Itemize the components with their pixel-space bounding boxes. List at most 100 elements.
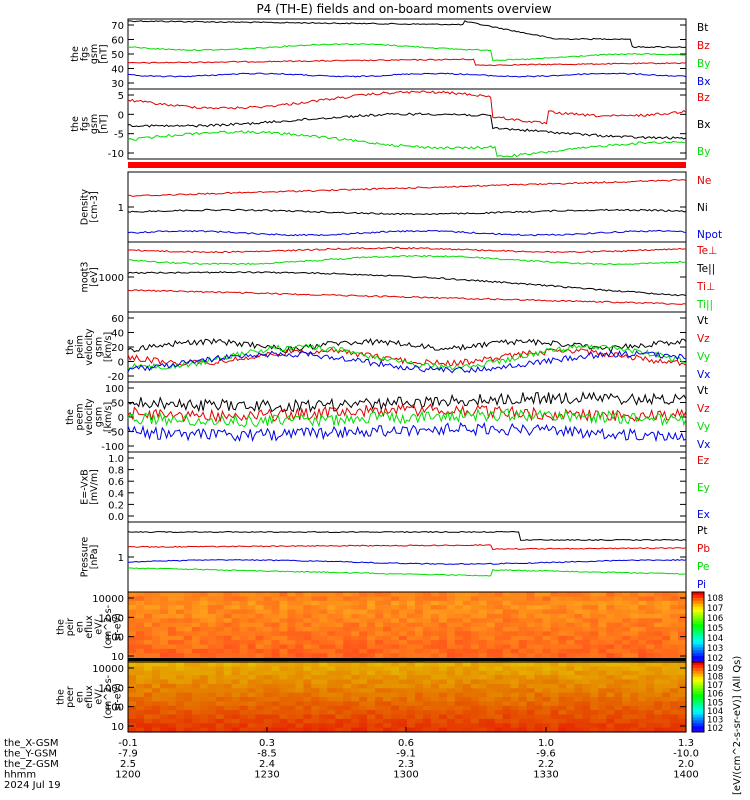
spectrogram-cell bbox=[598, 666, 607, 672]
spectrogram-cell bbox=[287, 592, 296, 597]
colorbar-cell bbox=[692, 699, 704, 704]
spectrogram-cell bbox=[399, 600, 408, 606]
spectrogram-cell bbox=[183, 670, 193, 676]
spectrogram-cell bbox=[662, 592, 671, 597]
spectrogram-cell bbox=[534, 648, 544, 654]
spectrogram-cell bbox=[622, 714, 631, 720]
spectrogram-cell bbox=[151, 666, 161, 672]
spectrogram-cell bbox=[295, 596, 304, 602]
legend-label: Vz bbox=[697, 403, 710, 415]
colorbar-cell bbox=[692, 667, 704, 672]
spectrogram-cell bbox=[550, 618, 560, 624]
spectrogram-cell bbox=[247, 727, 257, 733]
series-line-ti⊥ bbox=[127, 289, 687, 305]
spectrogram-cell bbox=[263, 648, 273, 654]
spectrogram-cell bbox=[191, 609, 201, 615]
spectrogram-cell bbox=[143, 653, 153, 659]
spectrogram-cell bbox=[128, 692, 137, 698]
spectrogram-cell bbox=[223, 627, 233, 632]
y-tick-label: 60 bbox=[111, 314, 124, 325]
spectrogram-cell bbox=[534, 718, 544, 724]
spectrogram-cell bbox=[462, 631, 472, 637]
spectrogram-cell bbox=[159, 679, 169, 685]
spectrogram-cell bbox=[223, 613, 233, 619]
spectrogram-cell bbox=[159, 710, 169, 716]
spectrogram-cell bbox=[143, 662, 153, 667]
spectrogram-cell bbox=[646, 679, 655, 685]
spectrogram-cell bbox=[183, 701, 193, 707]
spectrogram-cell bbox=[470, 605, 480, 611]
spectrogram-cell bbox=[494, 622, 504, 628]
spectrogram-cell bbox=[502, 653, 512, 659]
spectrogram-cell bbox=[199, 618, 209, 624]
spectrogram-cell bbox=[215, 710, 225, 716]
spectrogram-cell bbox=[622, 622, 631, 628]
spectrogram-cell bbox=[606, 600, 615, 606]
spectrogram-cell bbox=[454, 662, 464, 667]
spectrogram-cell bbox=[494, 635, 504, 641]
spectrogram-cell bbox=[151, 727, 161, 733]
spectrogram-cell bbox=[287, 727, 296, 733]
spectrogram-cell bbox=[343, 692, 352, 698]
spectrogram-cell bbox=[462, 670, 472, 676]
spectrogram-cell bbox=[598, 596, 607, 602]
spectrogram-cell bbox=[614, 675, 623, 681]
spectrogram-cell bbox=[630, 679, 639, 685]
spectrogram-cell bbox=[518, 710, 528, 716]
spectrogram-cell bbox=[231, 727, 241, 733]
spectrogram-cell bbox=[263, 727, 273, 733]
spectrogram-cell bbox=[606, 714, 615, 720]
spectrogram-cell bbox=[167, 618, 177, 624]
spectrogram-cell bbox=[311, 627, 320, 632]
spectrogram-cell bbox=[407, 710, 416, 716]
spectrogram-cell bbox=[582, 666, 591, 672]
spectrogram-cell bbox=[175, 592, 185, 597]
colorbar-tick-label: 102 bbox=[707, 724, 723, 734]
spectrogram-cell bbox=[383, 692, 392, 698]
spectrogram-cell bbox=[638, 618, 647, 624]
spectrogram-cell bbox=[375, 635, 384, 641]
spectrogram-cell bbox=[391, 653, 400, 659]
spectrogram-cell bbox=[183, 692, 193, 698]
colorbar-tick-label: 102 bbox=[707, 654, 723, 664]
spectrogram-cell bbox=[654, 635, 663, 641]
y-tick-label: 0.8 bbox=[108, 466, 124, 477]
spectrogram-cell bbox=[383, 723, 392, 729]
spectrogram-cell bbox=[319, 688, 328, 694]
colorbar-label: [eV/(cm^2-s-sr-eV)] (All Qs) bbox=[732, 656, 743, 795]
spectrogram-cell bbox=[335, 662, 344, 667]
spectrogram-cell bbox=[654, 670, 663, 676]
colorbar-cell bbox=[692, 624, 704, 628]
spectrogram-cell bbox=[654, 592, 663, 597]
spectrogram-cell bbox=[654, 679, 663, 685]
spectrogram-cell bbox=[159, 688, 169, 694]
spectrogram-cell bbox=[191, 596, 201, 602]
colorbar-cell bbox=[692, 720, 704, 724]
spectrogram-cell bbox=[151, 635, 161, 641]
spectrogram-cell bbox=[303, 662, 312, 667]
spectrogram-cell bbox=[375, 675, 384, 681]
spectrogram-cell bbox=[295, 723, 304, 729]
spectrogram-cell bbox=[574, 600, 583, 606]
spectrogram-cell bbox=[526, 609, 536, 615]
spectrogram-cell bbox=[590, 596, 599, 602]
spectrogram-cell bbox=[255, 640, 265, 646]
spectrogram-cell bbox=[598, 644, 607, 650]
spectrogram-cell bbox=[646, 592, 655, 597]
spectrogram-cell bbox=[351, 670, 360, 676]
spectrogram-cell bbox=[175, 622, 185, 628]
spectrogram-cell bbox=[207, 631, 217, 637]
spectrogram-cell bbox=[550, 710, 560, 716]
spectrogram-cell bbox=[327, 631, 336, 637]
spectrogram-cell bbox=[279, 596, 289, 602]
spectrogram-cell bbox=[638, 710, 647, 716]
spectrogram-cell bbox=[231, 675, 241, 681]
spectrogram-cell bbox=[415, 596, 424, 602]
spectrogram-cell bbox=[319, 692, 328, 698]
spectrogram-cell bbox=[151, 688, 161, 694]
spectrogram-cell bbox=[462, 692, 472, 698]
spectrogram-cell bbox=[263, 666, 273, 672]
spectrogram-cell bbox=[335, 653, 344, 659]
spectrogram-cell bbox=[446, 701, 456, 707]
spectrogram-cell bbox=[215, 618, 225, 624]
